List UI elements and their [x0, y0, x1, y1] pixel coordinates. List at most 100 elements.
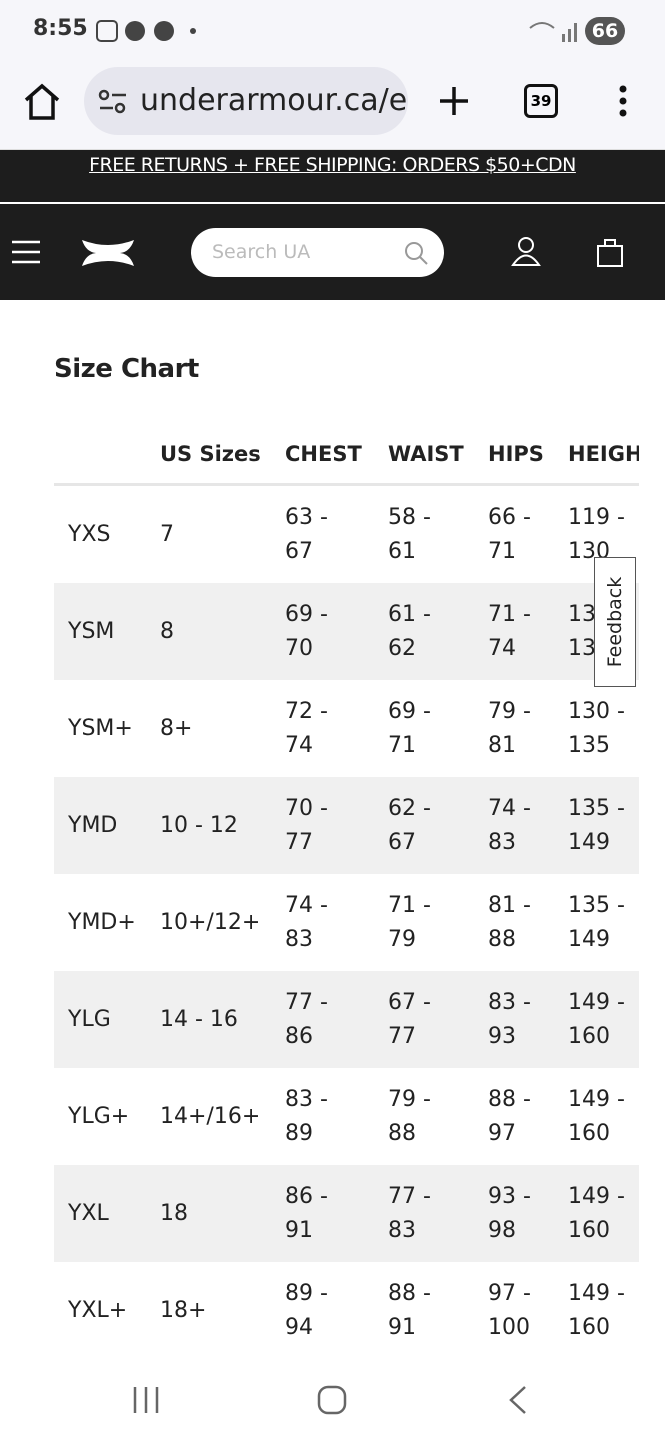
system-nav-bar [0, 1360, 665, 1440]
size-cell: 119 - 130 [568, 504, 625, 564]
status-bar: 8:55 66 [0, 0, 665, 60]
size-cell: 69 - 71 [388, 698, 431, 758]
column-header: US Sizes [160, 425, 285, 486]
column-header: HEIGH [568, 425, 639, 486]
feedback-tab[interactable]: Feedback [594, 557, 636, 687]
site-settings-icon[interactable] [98, 89, 128, 115]
size-cell: 149 - 160 [568, 1086, 625, 1146]
hamburger-menu[interactable] [12, 240, 40, 264]
size-label: YSM [54, 583, 160, 680]
header-cell [54, 425, 160, 486]
logo[interactable] [80, 236, 136, 270]
size-cell: 69 - 70 [285, 583, 388, 680]
size-cell: 14 - 16 [160, 971, 285, 1068]
size-cell: 18 [160, 1165, 285, 1262]
battery: 66 [585, 17, 625, 45]
size-cell: 79 - 88 [388, 1086, 431, 1146]
size-cell: 88 - 91 [388, 1280, 431, 1340]
feedback-label[interactable]: Feedback [604, 576, 626, 668]
size-label: YMD [54, 777, 160, 874]
size-cell: 10 - 12 [160, 777, 285, 874]
home-nav-button[interactable] [316, 1384, 348, 1416]
table-row: YLG+ 14+/16+ 83 - 89 79 - 88 88 - 97 149 - 16… [54, 1068, 639, 1165]
size-label: YSM+ [68, 715, 133, 741]
size-cell: 83 - 89 [285, 1086, 328, 1146]
size-label: YXS [68, 521, 111, 547]
size-label: YMD+ [68, 909, 136, 935]
site-header: Search UA [0, 204, 665, 300]
notification-icons [96, 20, 196, 42]
header-row: US Sizes CHEST WAIST HIPS HEIGH [54, 425, 639, 486]
size-cell: 77 - 86 [285, 971, 388, 1068]
size-cell: 63 - 67 [285, 504, 328, 564]
size-cell: 135 - 149 [568, 777, 639, 874]
size-cell: 149 - 160 [568, 971, 639, 1068]
account-icon[interactable] [511, 236, 541, 266]
size-cell: 149 - 160 [568, 1280, 625, 1340]
table-row: YMD+ 10+/12+ 74 - 83 71 - 79 81 - 88 135 - 14… [54, 874, 639, 971]
size-cell: 83 - 93 [488, 971, 568, 1068]
promo-banner[interactable]: FREE RETURNS + FREE SHIPPING: ORDERS $50… [0, 150, 665, 202]
table-row: YXS 7 63 - 67 58 - 61 66 - 71 119 - 130 [54, 485, 639, 584]
table-row: YSM+ 8+ 72 - 74 69 - 71 79 - 81 130 - 135 [54, 680, 639, 777]
browser-toolbar: underarmour.ca/er 39 [0, 60, 665, 150]
size-cell: 79 - 81 [488, 698, 531, 758]
column-header: HIPS [488, 425, 568, 486]
size-label: YXL [54, 1165, 160, 1262]
size-cell: 88 - 97 [488, 1086, 531, 1146]
url-text: underarmour.ca/er [140, 83, 408, 118]
size-cell: 66 - 71 [488, 504, 531, 564]
address-bar[interactable]: underarmour.ca/er [84, 67, 408, 135]
size-cell: 61 - 62 [388, 583, 488, 680]
signal-icons [529, 22, 577, 42]
table-row: YXL+ 18+ 89 - 94 88 - 91 97 - 100 149 - 160 [54, 1262, 639, 1359]
size-cell: 67 - 77 [388, 971, 488, 1068]
recents-button[interactable] [132, 1385, 160, 1415]
size-cell: 93 - 98 [488, 1165, 568, 1262]
home-button[interactable] [22, 82, 62, 122]
size-table: US Sizes CHEST WAIST HIPS HEIGH YXS 7 63 - 67 5… [54, 425, 639, 1359]
search-box[interactable]: Search UA [191, 228, 444, 277]
cart-icon[interactable] [596, 236, 624, 268]
size-cell: 74 - 83 [488, 777, 568, 874]
size-label: YLG+ [68, 1103, 130, 1129]
size-cell: 130 - 135 [568, 698, 625, 758]
size-cell: 135 - 149 [568, 892, 625, 952]
size-cell: 14+/16+ [160, 1103, 261, 1129]
table-row: YXL 18 86 - 91 77 - 83 93 - 98 149 - 160 [54, 1165, 639, 1262]
size-cell: 97 - 100 [488, 1280, 531, 1340]
size-cell: 62 - 67 [388, 777, 488, 874]
size-cell: 70 - 77 [285, 777, 388, 874]
divider [0, 202, 665, 204]
size-cell: 89 - 94 [285, 1280, 328, 1340]
size-cell: 18+ [160, 1297, 207, 1323]
size-cell: 72 - 74 [285, 698, 328, 758]
column-header: CHEST [285, 425, 388, 486]
size-cell: 7 [160, 521, 174, 547]
size-cell: 86 - 91 [285, 1165, 388, 1262]
size-cell: 8+ [160, 715, 193, 741]
promo-text[interactable]: FREE RETURNS + FREE SHIPPING: ORDERS $50… [89, 154, 576, 176]
search-placeholder: Search UA [212, 241, 311, 263]
new-tab-button[interactable] [437, 84, 471, 118]
size-cell: 81 - 88 [488, 892, 531, 952]
tab-switcher[interactable]: 39 [524, 84, 558, 118]
size-label: YLG [54, 971, 160, 1068]
back-button[interactable] [505, 1384, 529, 1416]
size-cell: 10+/12+ [160, 909, 261, 935]
size-cell: 71 - 74 [488, 583, 568, 680]
size-cell: 74 - 83 [285, 892, 328, 952]
size-label: YXL+ [68, 1297, 128, 1323]
size-cell: 149 - 160 [568, 1165, 639, 1262]
clock: 8:55 [33, 16, 88, 41]
section-title: Size Chart [54, 354, 199, 384]
size-cell: 8 [160, 583, 285, 680]
table-row: YMD 10 - 12 70 - 77 62 - 67 74 - 83 135 - 149 [54, 777, 639, 874]
table-row: YLG 14 - 16 77 - 86 67 - 77 83 - 93 149 - 160 [54, 971, 639, 1068]
size-cell: 58 - 61 [388, 504, 431, 564]
menu-button[interactable] [614, 84, 632, 120]
column-header: WAIST [388, 425, 488, 486]
search-icon[interactable] [403, 240, 429, 266]
